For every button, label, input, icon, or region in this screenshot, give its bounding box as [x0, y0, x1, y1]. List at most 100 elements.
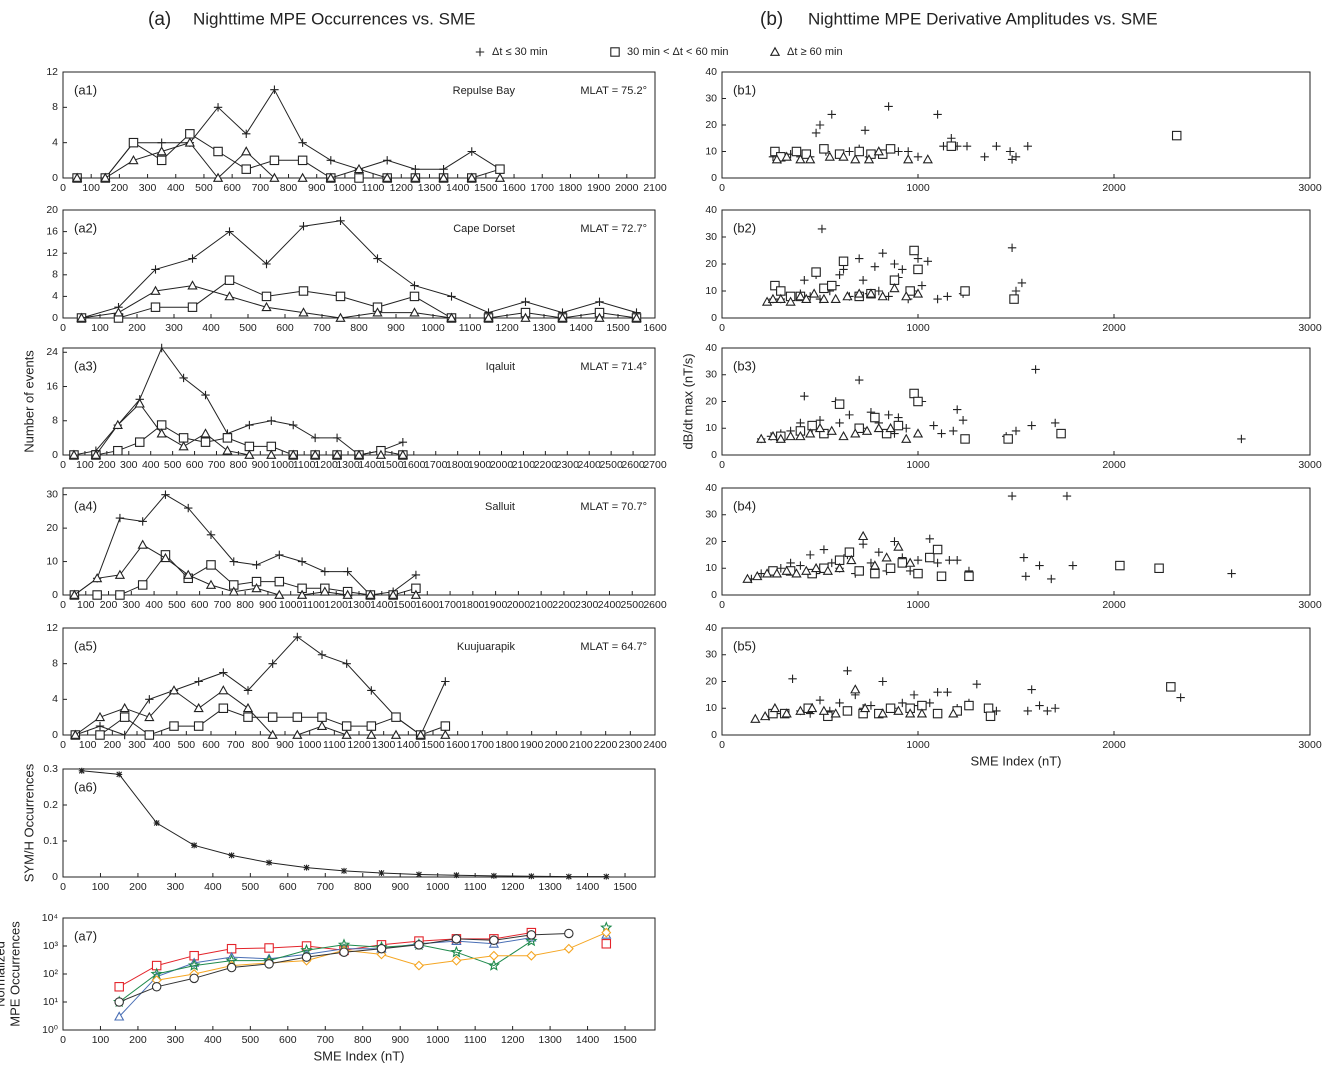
square-marker	[854, 566, 864, 576]
plus-marker	[845, 147, 854, 156]
x-tick-label: 700	[214, 599, 232, 611]
triangle-marker	[893, 705, 904, 715]
plus-marker	[342, 659, 351, 668]
x-tick-label: 1000	[298, 739, 322, 751]
triangle-marker	[912, 288, 924, 298]
plus-marker	[980, 152, 989, 161]
x-tick-label: 1300	[538, 1034, 562, 1046]
x-tick-label: 1800	[461, 599, 485, 611]
plus-marker	[933, 110, 942, 119]
asterisk-marker	[341, 867, 348, 874]
square-marker	[264, 943, 274, 953]
square-marker	[92, 590, 102, 600]
triangle-marker	[292, 729, 303, 739]
triangle-marker	[137, 539, 148, 549]
square-marker	[881, 428, 892, 439]
triangle-marker	[769, 46, 781, 56]
x-tick-label: 2000	[1102, 322, 1126, 334]
triangle-marker	[224, 291, 235, 301]
x-tick-label: 300	[128, 739, 146, 751]
circle-marker	[151, 982, 162, 992]
asterisk-marker	[228, 852, 235, 859]
circle-marker	[189, 973, 199, 984]
figure-a-title: Nighttime MPE Occurrences vs. SME	[193, 9, 475, 28]
x-tick-label: 2100	[529, 599, 553, 611]
plus-marker	[878, 677, 887, 686]
square-marker	[269, 155, 280, 166]
plus-marker	[270, 85, 279, 94]
triangle-marker	[119, 702, 130, 713]
plus-marker	[317, 650, 327, 659]
legend-label: Δt ≤ 30 min	[492, 46, 548, 58]
plus-marker	[194, 677, 203, 686]
triangle-marker	[826, 425, 837, 435]
triangle-marker	[814, 422, 826, 433]
triangle-marker	[274, 589, 285, 599]
plot-frame	[62, 487, 656, 596]
square-marker	[244, 441, 255, 452]
x-tick-label: 2100	[569, 739, 593, 751]
y-tick-label: 16	[46, 380, 58, 392]
panel-label: (a4)	[74, 498, 97, 513]
square-marker	[1171, 130, 1182, 141]
x-tick-label: 1400	[370, 599, 394, 611]
x-tick-label: 900	[387, 322, 405, 334]
x-tick-label: 700	[313, 322, 331, 334]
asterisk-marker	[528, 873, 535, 880]
square-marker	[791, 146, 802, 157]
x-tick-label: 1500	[393, 599, 417, 611]
square-marker	[893, 420, 904, 431]
x-tick-label: 800	[236, 599, 254, 611]
triangle-marker	[267, 729, 278, 739]
triangle-marker	[807, 702, 818, 713]
plus-marker	[1043, 706, 1052, 716]
square-marker	[150, 302, 161, 312]
y-tick-label: 8	[52, 415, 58, 427]
x-tick-label: 700	[227, 739, 245, 751]
plot-frame	[62, 71, 656, 179]
x-tick-label: 2000	[1102, 182, 1126, 194]
square-marker	[193, 721, 204, 731]
x-tick-label: 1500	[606, 322, 630, 334]
triangle-marker	[520, 312, 531, 322]
station-name: Salluit	[485, 501, 515, 513]
y-tick-label: 0	[52, 172, 58, 184]
x-tick-label: 0	[719, 459, 725, 471]
x-tick-label: 1000	[906, 459, 930, 471]
mlat-label: MLAT = 75.2°	[580, 85, 647, 97]
y-tick-label: 10	[46, 555, 58, 567]
x-tick-label: 1400	[446, 182, 470, 194]
square-marker	[925, 552, 935, 563]
plus-marker	[958, 416, 968, 425]
x-tick-label: 1200	[501, 881, 525, 893]
diamond-marker	[526, 950, 537, 961]
plus-marker	[1227, 569, 1236, 578]
plus-marker	[855, 375, 864, 385]
x-tick-label: 900	[391, 881, 409, 893]
x-tick-label: 900	[252, 459, 270, 471]
plus-marker	[902, 424, 911, 433]
x-tick-label: 2200	[552, 599, 576, 611]
x-tick-label: 200	[128, 322, 146, 334]
triangle-marker	[297, 172, 308, 182]
legend-label: Δt ≥ 60 min	[787, 46, 843, 58]
x-tick-label: 1900	[587, 182, 611, 194]
triangle-marker	[818, 293, 830, 304]
square-marker	[241, 164, 251, 174]
y-tick-label: 10⁴	[42, 912, 58, 924]
triangle-marker	[288, 449, 299, 459]
plus-marker	[1007, 491, 1017, 501]
x-tick-label: 2700	[643, 459, 667, 471]
triangle-marker	[761, 568, 773, 578]
plus-marker	[788, 674, 797, 684]
triangle-marker	[241, 146, 252, 156]
x-tick-label: 3000	[1298, 182, 1322, 194]
x-tick-label: 600	[223, 182, 241, 194]
triangle-marker	[791, 568, 802, 578]
x-tick-label: 0	[60, 1034, 66, 1046]
plus-marker	[411, 570, 421, 580]
plus-marker	[179, 373, 188, 383]
triangle-marker	[366, 729, 377, 739]
x-tick-label: 2000	[615, 182, 639, 194]
plus-marker	[1011, 152, 1021, 161]
